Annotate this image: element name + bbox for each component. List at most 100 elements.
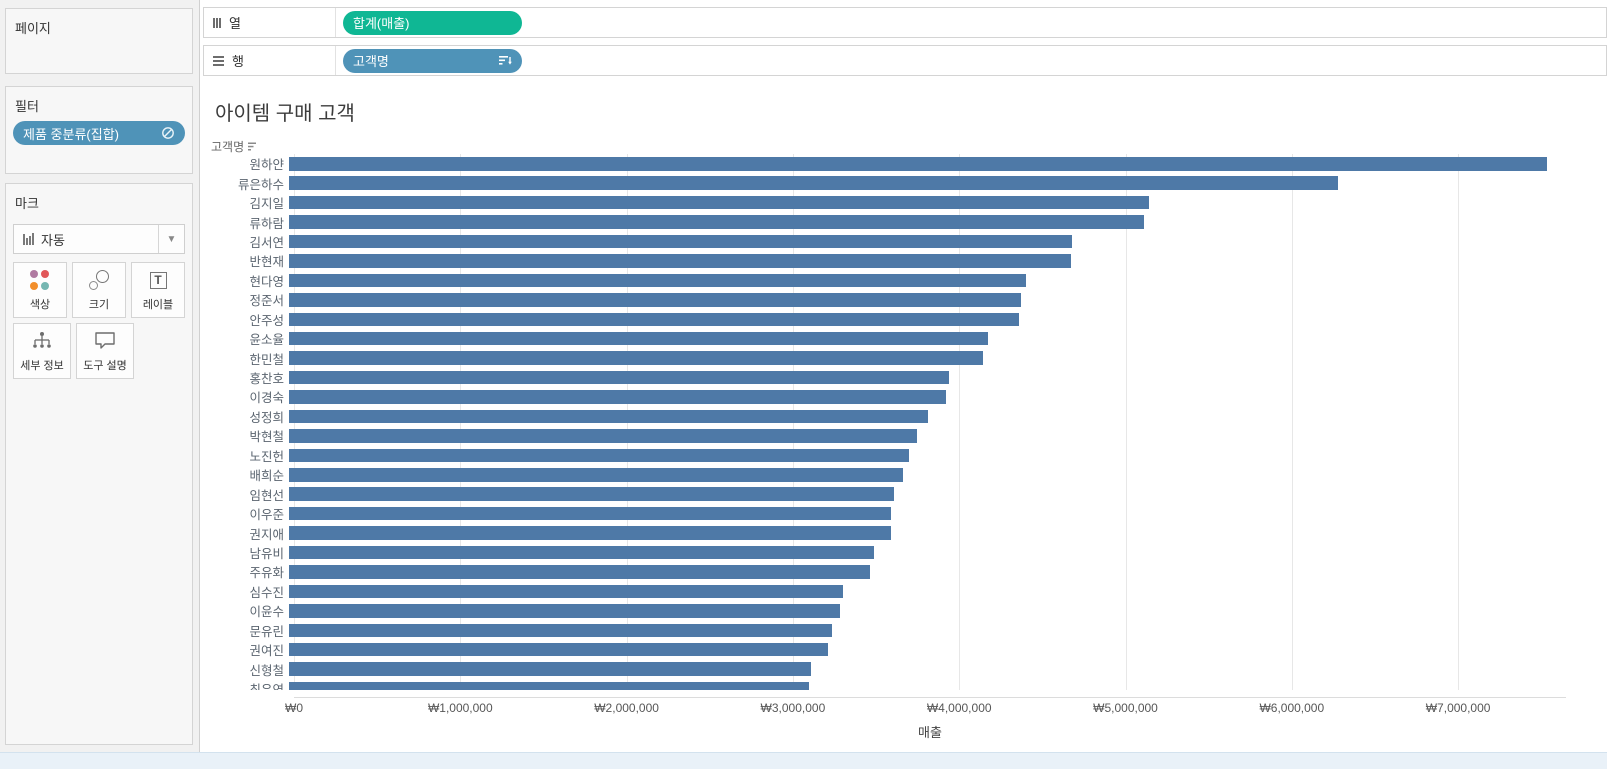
worksheet-canvas: 아이템 구매 고객 고객명 원하얀 류은하수 김지일 류하람 김서연 반현재 현다영 정준서 안…	[201, 78, 1607, 750]
bar[interactable]	[289, 545, 874, 560]
row-label[interactable]: 정준서	[249, 294, 284, 309]
left-sidebar: 페이지 필터 제품 중분류(집합) 마크 자동 ▼	[0, 0, 200, 769]
row-label[interactable]: 임현선	[249, 488, 284, 503]
bar[interactable]	[289, 157, 1548, 171]
bar-row: 박현철	[201, 426, 1581, 445]
row-label[interactable]: 배희순	[249, 469, 284, 484]
bar-row: 현다영	[201, 271, 1581, 290]
color-button[interactable]: 색상	[13, 262, 67, 318]
row-label[interactable]: 주유화	[249, 566, 284, 581]
row-label[interactable]: 한민철	[249, 352, 284, 367]
row-label[interactable]: 신형철	[249, 663, 284, 678]
bar[interactable]	[289, 584, 843, 599]
status-bar-strip	[0, 752, 1607, 769]
mark-type-dropdown[interactable]: 자동 ▼	[13, 224, 185, 254]
bar[interactable]	[289, 215, 1144, 229]
bar[interactable]	[289, 565, 871, 579]
bar[interactable]	[289, 195, 1149, 210]
bar-track	[289, 621, 1581, 640]
row-label[interactable]: 최유연	[201, 679, 289, 690]
bar-row: 심수진	[201, 582, 1581, 601]
pages-shelf[interactable]: 페이지	[5, 8, 193, 74]
chevron-down-icon[interactable]: ▼	[158, 225, 184, 253]
bar-track	[289, 271, 1581, 290]
bar[interactable]	[289, 409, 928, 424]
row-label[interactable]: 홍찬호	[249, 372, 284, 387]
bar-row: 이우준	[201, 504, 1581, 523]
label-icon: T	[149, 269, 167, 291]
bar-track	[289, 426, 1581, 445]
marks-card: 마크 자동 ▼ 색상 크기	[5, 183, 193, 745]
row-label[interactable]: 성정희	[249, 410, 284, 425]
bar[interactable]	[289, 176, 1339, 190]
bar-track	[289, 173, 1581, 192]
bar-track	[289, 290, 1581, 309]
bar[interactable]	[289, 623, 833, 637]
row-label[interactable]: 권여진	[249, 644, 284, 659]
bar[interactable]	[289, 254, 1072, 268]
row-label[interactable]: 이윤수	[249, 605, 284, 620]
bar-track	[289, 504, 1581, 523]
bar[interactable]	[289, 526, 892, 540]
bar[interactable]	[289, 234, 1073, 249]
bar-track	[289, 484, 1581, 503]
sort-descending-icon	[499, 55, 512, 67]
bar[interactable]	[289, 331, 988, 346]
rows-pill-customer-name[interactable]: 고객명	[343, 48, 522, 73]
bar[interactable]	[289, 390, 946, 404]
row-label[interactable]: 문유린	[249, 624, 284, 639]
bar-row: 윤소율	[201, 329, 1581, 348]
bar-row: 이윤수	[201, 601, 1581, 620]
row-label[interactable]: 반현재	[249, 255, 284, 270]
bar-row: 노진헌	[201, 446, 1581, 465]
bar-track	[289, 310, 1581, 329]
bar-track	[289, 193, 1581, 212]
filter-pill-label: 제품 중분류(집합)	[23, 126, 119, 142]
row-label[interactable]: 윤소율	[249, 333, 284, 348]
filter-pill-product-subcategory-set[interactable]: 제품 중분류(집합)	[13, 121, 185, 145]
row-label[interactable]: 박현철	[249, 430, 284, 445]
row-label[interactable]: 노진헌	[249, 449, 284, 464]
bar-row: 남유비	[201, 543, 1581, 562]
bar[interactable]	[289, 429, 917, 443]
bar[interactable]	[289, 642, 829, 657]
row-label[interactable]: 권지애	[249, 527, 284, 542]
row-label[interactable]: 안주성	[249, 313, 284, 328]
bar[interactable]	[289, 662, 812, 676]
bar[interactable]	[289, 506, 892, 521]
bar-row: 안주성	[201, 310, 1581, 329]
bar[interactable]	[289, 604, 841, 618]
row-label[interactable]: 심수진	[249, 585, 284, 600]
x-tick-label: ₩6,000,000	[1259, 701, 1325, 715]
row-label[interactable]: 김지일	[249, 197, 284, 212]
bar-track	[289, 465, 1581, 484]
row-label[interactable]: 김서연	[249, 235, 284, 250]
bar[interactable]	[289, 273, 1026, 288]
bar[interactable]	[289, 487, 895, 501]
bar[interactable]	[289, 351, 983, 365]
bar-row: 임현선	[201, 484, 1581, 503]
bar[interactable]	[289, 312, 1019, 326]
row-label[interactable]: 현다영	[249, 274, 284, 289]
x-tick-label: ₩0	[285, 701, 303, 715]
tooltip-icon	[94, 330, 116, 352]
row-label[interactable]: 원하얀	[249, 158, 284, 173]
mark-type-label: 자동	[41, 232, 65, 248]
size-button[interactable]: 크기	[72, 262, 126, 318]
tooltip-button[interactable]: 도구 설명	[76, 323, 134, 379]
row-label[interactable]: 이우준	[249, 508, 284, 523]
label-button[interactable]: T 레이블	[131, 262, 185, 318]
bar[interactable]	[289, 370, 949, 385]
bar[interactable]	[289, 293, 1022, 307]
row-label[interactable]: 류은하수	[237, 177, 284, 192]
row-label[interactable]: 이경숙	[249, 391, 284, 406]
row-label[interactable]: 류하람	[249, 216, 284, 231]
bar[interactable]	[289, 468, 904, 482]
row-field-header[interactable]: 고객명	[211, 138, 259, 155]
columns-pill-sum-sales[interactable]: 합계(매출)	[343, 10, 522, 35]
bar[interactable]	[289, 448, 910, 463]
row-label[interactable]: 남유비	[249, 546, 284, 561]
detail-button[interactable]: 세부 정보	[13, 323, 71, 379]
bar[interactable]	[289, 681, 810, 690]
